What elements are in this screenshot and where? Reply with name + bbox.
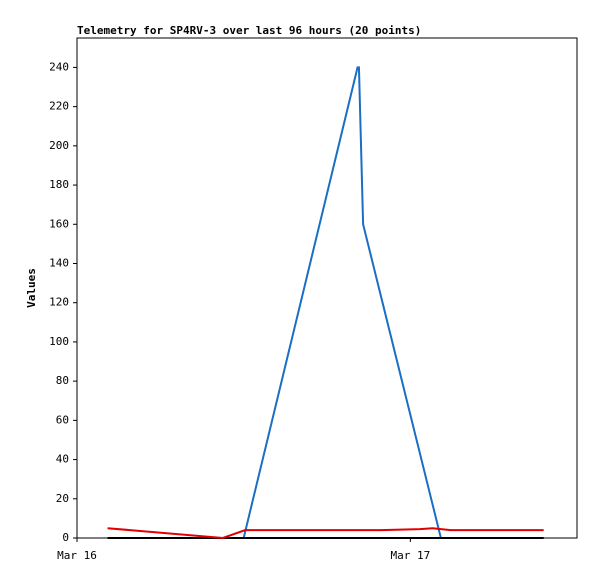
y-tick-label: 60 xyxy=(56,413,69,426)
y-tick-label: 180 xyxy=(49,178,69,191)
chart-title: Telemetry for SP4RV-3 over last 96 hours… xyxy=(77,24,421,37)
series-line xyxy=(107,527,544,540)
x-tick-label: Mar 16 xyxy=(57,549,97,562)
x-tick-label: Mar 17 xyxy=(390,549,430,562)
y-tick-label: 0 xyxy=(62,531,69,544)
y-tick-label: 80 xyxy=(56,374,69,387)
y-axis-label: Values xyxy=(25,268,38,308)
y-tick-label: 100 xyxy=(49,335,69,348)
series-line xyxy=(107,66,544,539)
y-tick-label: 160 xyxy=(49,217,69,230)
y-tick-label: 220 xyxy=(49,100,69,113)
y-tick-label: 240 xyxy=(49,60,69,73)
plot-frame xyxy=(76,37,578,539)
y-tick-label: 20 xyxy=(56,492,69,505)
y-tick-label: 200 xyxy=(49,139,69,152)
y-tick-label: 140 xyxy=(49,256,69,269)
y-tick-label: 120 xyxy=(49,296,69,309)
y-tick-label: 40 xyxy=(56,453,69,466)
